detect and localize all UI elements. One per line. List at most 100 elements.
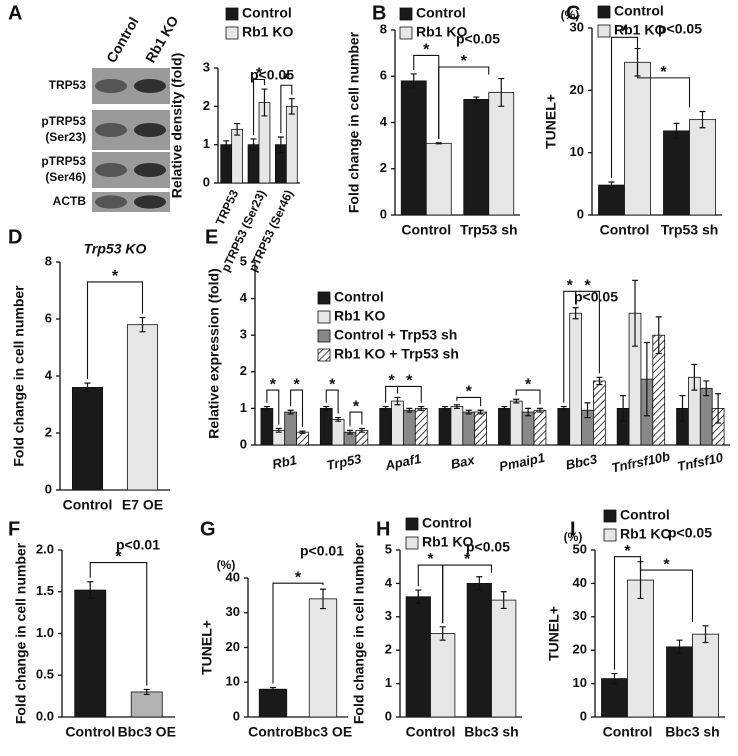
legend-label: Rb1 KO + Trp53 sh <box>334 346 459 362</box>
bar <box>474 411 487 446</box>
legend-label: Rb1 KO <box>242 24 293 40</box>
y-tick-label: 30 <box>570 19 584 34</box>
error-bar <box>525 407 532 417</box>
significance-mark: * <box>353 398 360 415</box>
significance-bracket <box>349 411 363 427</box>
bar <box>126 324 159 491</box>
error-bar <box>465 409 472 415</box>
significance-mark: * <box>423 42 430 59</box>
significance-mark: * <box>115 549 122 566</box>
error-bar <box>394 396 401 406</box>
blot-signal <box>95 163 127 177</box>
error-bar <box>679 394 686 422</box>
y-tick-label: 0 <box>577 206 584 221</box>
bar <box>557 407 571 446</box>
significance-bracket <box>396 385 422 403</box>
y-axis-label: Fold change in cell number <box>11 285 27 467</box>
bar <box>391 400 404 446</box>
legend-label: Control <box>620 507 670 523</box>
panel: I TUNEL+ (%) 0 10 20 30 40 50 Control Bbc3 sh Contr… <box>546 507 725 740</box>
error-bar <box>358 427 365 433</box>
y-tick-label: 4 <box>385 575 393 590</box>
y-tick-label: 0 <box>580 708 587 723</box>
x-tick-label: TRP53 <box>213 187 242 227</box>
panel: E Relative expression (fold) 0 1 2 3 4 5 Rb1 Trp5… <box>205 226 730 475</box>
significance-mark: * <box>525 376 532 393</box>
blot-row-label: ACTB <box>53 194 87 208</box>
significance-bracket <box>325 389 339 414</box>
bar <box>319 407 333 446</box>
y-tick-label: 0 <box>233 708 240 723</box>
panel-label: E <box>205 226 218 248</box>
significance-mark: * <box>624 543 631 560</box>
y-tick-label: 2 <box>203 98 210 113</box>
legend-swatch <box>603 509 617 523</box>
error-bar <box>596 376 603 386</box>
bar <box>593 380 606 446</box>
error-bar <box>560 405 567 411</box>
blot-column-label: Control <box>103 14 142 65</box>
panel-label: C <box>566 2 580 24</box>
significance-bracket <box>86 281 144 380</box>
y-tick-label: 6 <box>45 310 52 325</box>
legend-swatch <box>225 7 239 21</box>
error-bar <box>453 404 460 409</box>
y-axis-unit: (%) <box>561 8 580 22</box>
error-bar <box>584 402 591 419</box>
legend-swatch <box>317 310 331 324</box>
bar <box>491 599 517 718</box>
blot-row-label: pTRP53 <box>41 114 86 128</box>
error-bar <box>347 429 353 435</box>
error-bar <box>442 405 448 411</box>
error-bar <box>691 363 698 391</box>
y-tick-label: 30 <box>226 604 240 619</box>
error-bar <box>676 639 683 655</box>
significance-bracket <box>266 389 280 425</box>
x-tick-label: Control <box>406 724 456 740</box>
y-axis-label: TUNEL+ <box>543 94 559 149</box>
significance-mark: * <box>663 556 670 573</box>
y-tick-label: 3 <box>203 59 210 74</box>
p-value: p<0.05 <box>466 539 510 555</box>
legend-label: Control + Trp53 sh <box>334 327 457 343</box>
significance-mark: * <box>388 373 395 390</box>
bar <box>379 407 392 446</box>
bar <box>601 678 628 718</box>
x-tick-label: Control <box>603 724 653 740</box>
significance-bracket <box>575 290 600 374</box>
legend-swatch <box>317 291 331 305</box>
significance-mark: * <box>660 64 667 81</box>
y-tick-label: 6 <box>380 68 387 83</box>
y-tick-label: 4 <box>380 114 388 129</box>
significance-bracket <box>613 556 642 670</box>
bar <box>296 431 309 446</box>
panel: F Fold change in cell number 0.0 0.5 1.0 1.5 2… <box>8 518 176 739</box>
error-bar <box>655 316 662 355</box>
y-axis-unit: (%) <box>217 558 236 572</box>
bar <box>624 61 651 216</box>
panel-label: I <box>570 518 576 540</box>
y-tick-label: 1.5 <box>36 583 54 598</box>
significance-mark: * <box>461 53 468 70</box>
significance-mark: * <box>621 24 628 41</box>
y-axis-unit: (%) <box>564 530 583 544</box>
error-bar <box>699 110 706 129</box>
y-tick-label: 20 <box>570 82 584 97</box>
bar <box>627 579 654 718</box>
legend-swatch <box>405 536 419 550</box>
bar <box>450 406 464 446</box>
x-tick-label: Bbc3 <box>564 451 599 472</box>
x-tick-label: Rb1 <box>271 452 298 472</box>
x-tick-label: Apaf1 <box>383 451 422 473</box>
y-tick-label: 30 <box>573 608 587 623</box>
p-value: p<0.01 <box>116 537 160 553</box>
error-bar <box>500 591 507 610</box>
bar <box>666 646 693 718</box>
error-bar <box>288 98 295 115</box>
significance-mark: * <box>295 569 302 586</box>
bar <box>509 400 523 446</box>
significance-mark: * <box>567 277 574 294</box>
significance-bracket <box>290 389 304 428</box>
